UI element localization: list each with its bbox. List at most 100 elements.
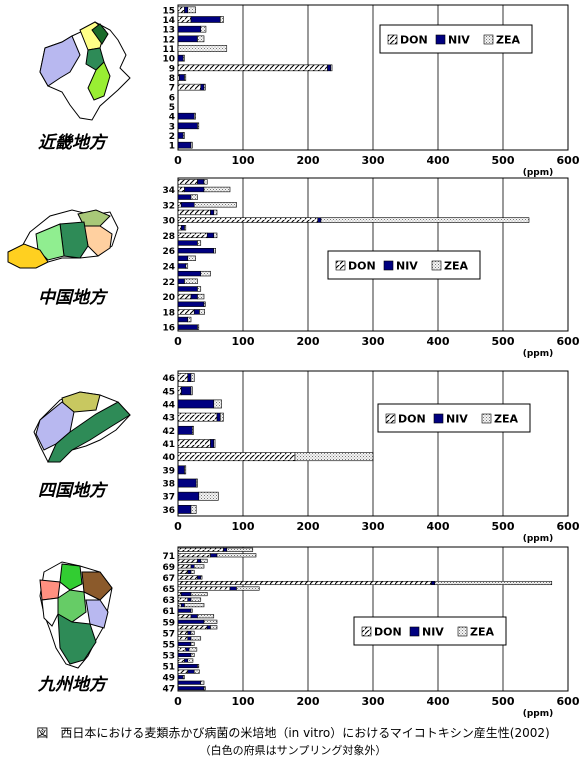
y-tick-label: 13 <box>162 26 175 36</box>
y-tick-label: 53 <box>162 652 175 662</box>
bar-zea <box>192 425 194 435</box>
region-label-shikoku: 四国地方 <box>38 481 109 501</box>
figure-caption: 図 西日本における麦類赤かび病菌の米培地（in vitro）におけるマイコトキシ… <box>36 726 550 740</box>
bar-zea <box>190 141 193 149</box>
bar-zea <box>197 240 202 246</box>
bar-don <box>177 586 231 591</box>
bar-zea <box>197 664 200 669</box>
bar-zea <box>294 452 374 462</box>
charts-group: 0 100 200 300 400 500 600(ppm)1234567891011121… <box>162 4 580 719</box>
y-tick-label: 2 <box>169 132 175 142</box>
bar-niv <box>190 16 221 23</box>
bar-zea <box>216 553 257 558</box>
bar-zea <box>213 399 222 409</box>
bar-zea <box>200 680 205 685</box>
shikoku-region-map <box>33 391 131 463</box>
bar-zea <box>190 636 202 641</box>
bar-zea <box>177 45 228 52</box>
x-unit-label: (ppm) <box>523 349 554 359</box>
bar-niv <box>187 597 192 602</box>
bar-zea <box>203 686 206 691</box>
bar-zea <box>187 6 196 14</box>
y-tick-label: 4 <box>169 113 175 123</box>
bar-niv <box>177 301 205 307</box>
legend-swatch-don <box>335 260 346 271</box>
legend-swatch-zea <box>457 626 468 637</box>
bar-zea <box>190 373 195 382</box>
legend-swatch-zea <box>481 413 492 424</box>
bar-don <box>177 83 202 91</box>
bar-zea <box>330 64 333 72</box>
y-tick-label: 9 <box>169 64 175 74</box>
bar-niv <box>177 54 184 62</box>
bar-don <box>177 64 328 72</box>
bar-zea <box>200 558 208 563</box>
bar-niv <box>177 478 197 488</box>
bar-niv <box>177 664 198 669</box>
x-tick-label: 600 <box>557 335 580 348</box>
x-tick-label: 100 <box>232 520 255 533</box>
x-tick-label: 0 <box>174 154 182 167</box>
bar-niv <box>179 74 185 81</box>
y-tick-label: 38 <box>162 480 175 490</box>
bar-niv <box>177 324 198 330</box>
bar-zea <box>184 225 187 231</box>
x-tick-label: 600 <box>557 154 580 167</box>
bar-zea <box>219 16 224 23</box>
x-tick-label: 300 <box>362 335 385 348</box>
bar-zea <box>182 132 185 139</box>
bar-don <box>177 6 185 14</box>
bar-niv <box>190 614 198 619</box>
bar-don <box>177 564 192 569</box>
bar-niv <box>177 619 205 624</box>
y-tick-label: 30 <box>162 217 175 227</box>
bar-niv <box>210 439 215 448</box>
x-tick-label: 300 <box>362 695 385 708</box>
bar-don <box>177 293 192 300</box>
bar-don <box>177 658 185 663</box>
bar-zea <box>184 465 187 475</box>
bar-zea <box>190 569 195 574</box>
bar-don <box>177 547 224 552</box>
bar-niv <box>177 25 202 33</box>
region-label-kyushu: 九州地方 <box>37 675 109 695</box>
bar-niv <box>177 270 202 277</box>
x-tick-label: 500 <box>492 695 515 708</box>
bar-zea <box>185 263 189 269</box>
bar-don <box>177 630 189 635</box>
y-tick-label: 5 <box>169 103 175 113</box>
x-tick-label: 200 <box>297 154 320 167</box>
x-tick-label: 0 <box>174 335 182 348</box>
x-tick-label: 200 <box>297 695 320 708</box>
y-tick-label: 26 <box>162 247 175 257</box>
bar-zea <box>203 83 206 91</box>
bar-zea <box>200 25 207 33</box>
bar-niv <box>187 630 192 635</box>
y-tick-label: 6 <box>169 93 175 103</box>
bar-zea <box>187 658 194 663</box>
bar-zea <box>184 603 205 608</box>
region-label-kinki: 近畿地方 <box>38 133 109 153</box>
bar-niv <box>177 316 189 323</box>
y-tick-label: 36 <box>162 506 175 516</box>
bar-zea <box>236 586 260 591</box>
legend-box <box>327 250 481 280</box>
bar-niv <box>177 491 200 501</box>
bar-niv <box>177 112 195 120</box>
legend-label-niv: NIV <box>422 626 444 639</box>
chart-0: 0 100 200 300 400 500 600(ppm)1234567891011121… <box>162 4 580 178</box>
bar-niv <box>180 202 195 208</box>
bar-zea <box>193 669 200 674</box>
bar-don <box>177 592 182 597</box>
y-tick-label: 40 <box>162 453 175 463</box>
y-tick-label: 15 <box>162 6 175 16</box>
y-tick-label: 61 <box>162 607 175 617</box>
bar-zea <box>190 608 193 613</box>
y-tick-label: 69 <box>162 563 175 573</box>
y-tick-label: 14 <box>162 16 175 26</box>
x-unit-label: (ppm) <box>523 534 554 544</box>
y-tick-label: 71 <box>162 552 175 562</box>
bar-don <box>177 186 185 193</box>
bar-don <box>177 625 208 630</box>
